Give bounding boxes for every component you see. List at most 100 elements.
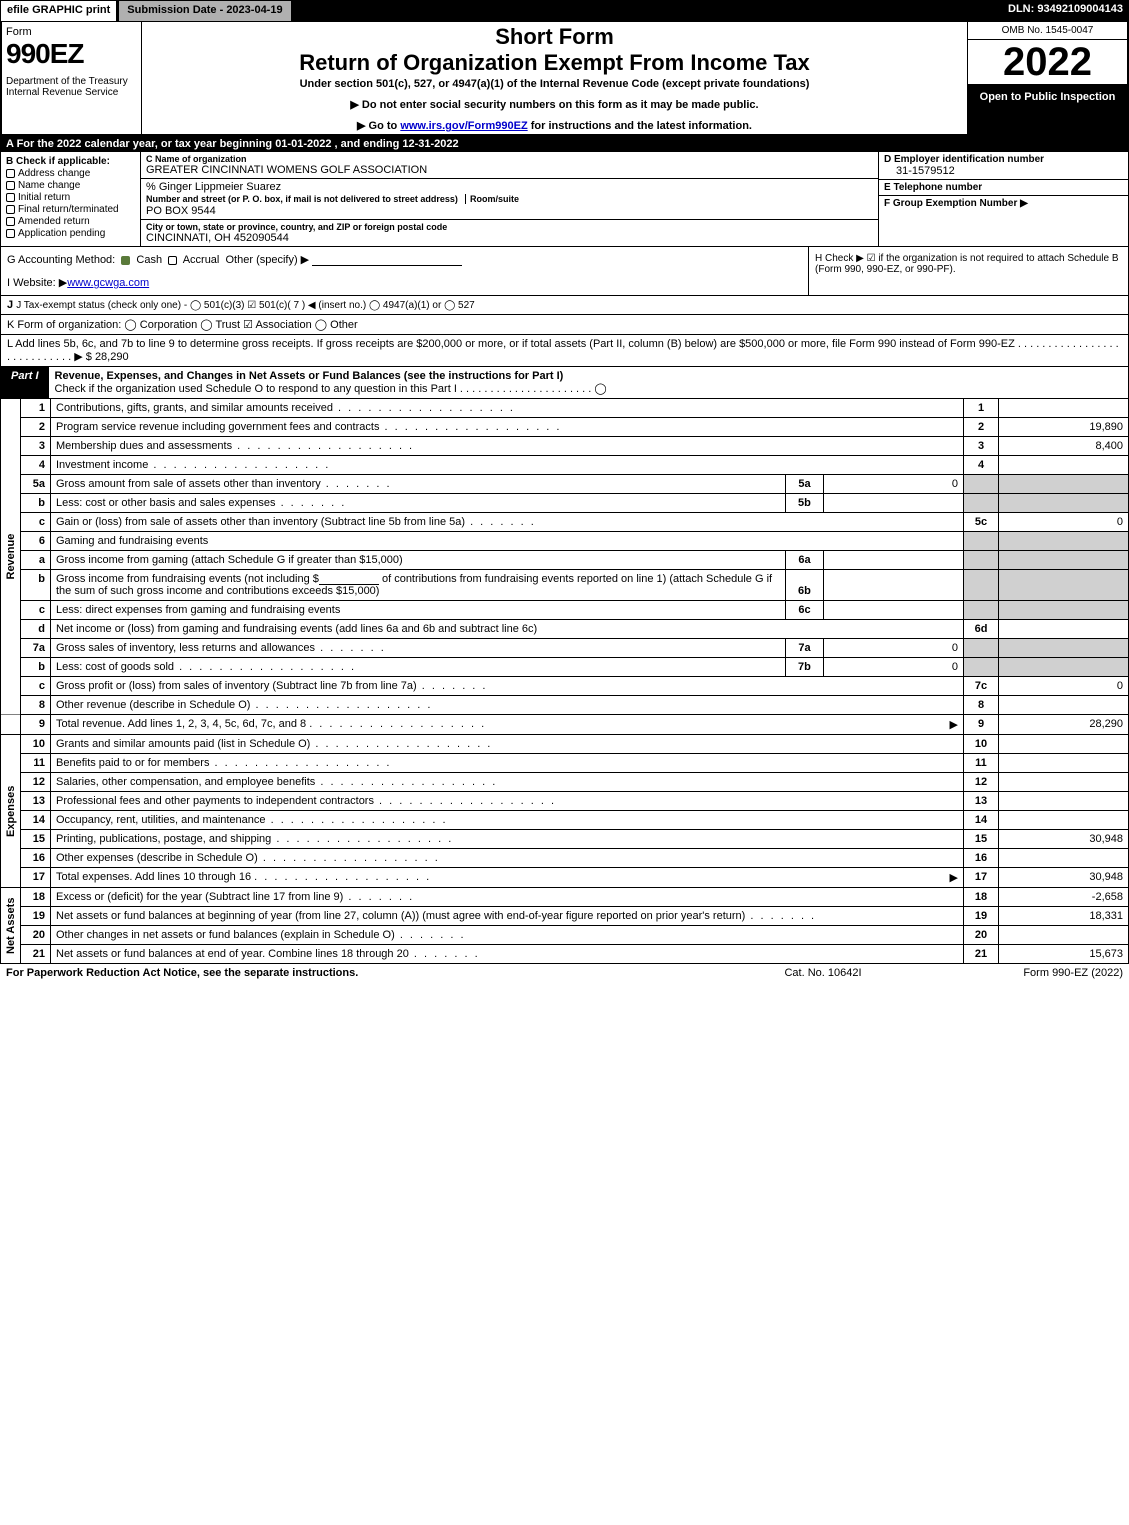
sidebar-revenue: Revenue [1,399,21,715]
row-6a-desc: Gross income from gaming (attach Schedul… [51,551,786,570]
row-5a-val: 0 [823,475,963,494]
line-j-text: J Tax-exempt status (check only one) - ◯… [16,300,475,311]
label-street: Number and street (or P. O. box, if mail… [146,194,458,204]
row-6d-amt [999,620,1129,639]
checkbox-icon[interactable] [6,193,15,202]
website-link[interactable]: www.gcwga.com [67,277,149,289]
opt-final-return[interactable]: Final return/terminated [6,204,135,215]
footer-right: Form 990-EZ (2022) [923,967,1123,979]
note2-pre: ▶ Go to [357,120,400,132]
row-14-amt [999,811,1129,830]
row-16: 16Other expenses (describe in Schedule O… [1,849,1129,868]
note-link: ▶ Go to www.irs.gov/Form990EZ for instru… [148,119,961,132]
irs-link[interactable]: www.irs.gov/Form990EZ [400,120,527,132]
sidebar-netassets: Net Assets [1,888,21,964]
row-5a-desc: Gross amount from sale of assets other t… [51,475,786,494]
checkbox-accrual-icon[interactable] [168,256,177,265]
row-2-desc: Program service revenue including govern… [51,418,964,437]
form-word: Form [6,26,137,38]
line-l: L Add lines 5b, 6c, and 7b to line 9 to … [0,335,1129,367]
footer-center: Cat. No. 10642I [723,967,923,979]
short-form-label: Short Form [148,24,961,50]
part1-tag: Part I [1,367,49,398]
label-group-exemption: F Group Exemption Number ▶ [884,198,1123,209]
box-b: B Check if applicable: Address change Na… [1,152,141,246]
spacer [292,0,1002,22]
row-4-desc: Investment income [51,456,964,475]
row-14: 14Occupancy, rent, utilities, and mainte… [1,811,1129,830]
row-13: 13Professional fees and other payments t… [1,792,1129,811]
label-g: G Accounting Method: [7,254,115,266]
note2-post: for instructions and the latest informat… [528,120,752,132]
row-18: Net Assets 18Excess or (deficit) for the… [1,888,1129,907]
row-13-desc: Professional fees and other payments to … [51,792,964,811]
opt-address-change[interactable]: Address change [6,168,135,179]
info-block: B Check if applicable: Address change Na… [0,152,1129,247]
row-6c-desc: Less: direct expenses from gaming and fu… [51,601,786,620]
row-18-amt: -2,658 [999,888,1129,907]
row-9-desc: Total revenue. Add lines 1, 2, 3, 4, 5c,… [51,715,964,735]
row-6a: a Gross income from gaming (attach Sched… [1,551,1129,570]
arrow-icon: ▶ [950,871,958,884]
checkbox-icon[interactable] [6,181,15,190]
opt-initial-return[interactable]: Initial return [6,192,135,203]
line-g: G Accounting Method: Cash Accrual Other … [1,247,808,295]
box-def: D Employer identification number 31-1579… [878,152,1128,246]
row-1-desc: Contributions, gifts, grants, and simila… [51,399,964,418]
row-7a-val: 0 [823,639,963,658]
row-11-desc: Benefits paid to or for members [51,754,964,773]
part1-subtitle: Check if the organization used Schedule … [55,383,607,395]
row-6d: d Net income or (loss) from gaming and f… [1,620,1129,639]
street: PO BOX 9544 [146,205,873,217]
org-name-row: C Name of organization GREATER CINCINNAT… [141,152,878,179]
tax-year: 2022 [968,40,1127,85]
row-6c: c Less: direct expenses from gaming and … [1,601,1129,620]
box-e: E Telephone number [879,180,1128,196]
efile-label[interactable]: efile GRAPHIC print [0,0,118,22]
row-21-amt: 15,673 [999,945,1129,964]
line-l-amount: 28,290 [95,351,129,363]
city: CINCINNATI, OH 452090544 [146,232,873,244]
row-16-desc: Other expenses (describe in Schedule O) [51,849,964,868]
ein: 31-1579512 [884,165,1123,177]
row-5b-desc: Less: cost or other basis and sales expe… [51,494,786,513]
row-3: 3 Membership dues and assessments 3 8,40… [1,437,1129,456]
row-10-amt [999,735,1129,754]
row-5b-val [823,494,963,513]
row-8-desc: Other revenue (describe in Schedule O) [51,696,964,715]
opt-name-change[interactable]: Name change [6,180,135,191]
checkbox-icon[interactable] [6,169,15,178]
opt-application-pending[interactable]: Application pending [6,228,135,239]
checkbox-cash-icon[interactable] [121,256,130,265]
open-to-public: Open to Public Inspection [968,85,1127,134]
form-number: 990EZ [6,38,137,70]
other-specify-input[interactable] [312,265,462,266]
row-21-desc: Net assets or fund balances at end of ye… [51,945,964,964]
row-6b: b Gross income from fundraising events (… [1,570,1129,601]
label-phone: E Telephone number [884,182,1123,193]
row-7a: 7a Gross sales of inventory, less return… [1,639,1129,658]
row-16-amt [999,849,1129,868]
row-19-desc: Net assets or fund balances at beginning… [51,907,964,926]
line-i: I Website: ▶www.gcwga.com [7,276,802,289]
row-4: 4 Investment income 4 [1,456,1129,475]
row-20-amt [999,926,1129,945]
checkbox-icon[interactable] [6,217,15,226]
row-17-amt: 30,948 [999,868,1129,888]
row-9-amt: 28,290 [999,715,1129,735]
box-b-header: B Check if applicable: [6,156,135,167]
part1-title: Revenue, Expenses, and Changes in Net As… [49,367,1128,398]
row-19: 19Net assets or fund balances at beginni… [1,907,1129,926]
row-13-amt [999,792,1129,811]
checkbox-icon[interactable] [6,205,15,214]
page-footer: For Paperwork Reduction Act Notice, see … [0,964,1129,982]
row-5c-amt: 0 [999,513,1129,532]
row-9: 9 Total revenue. Add lines 1, 2, 3, 4, 5… [1,715,1129,735]
row-6b-desc: Gross income from fundraising events (no… [51,570,786,601]
box-f: F Group Exemption Number ▶ [879,196,1128,246]
row-8-amt [999,696,1129,715]
row-15-amt: 30,948 [999,830,1129,849]
checkbox-icon[interactable] [6,229,15,238]
opt-amended-return[interactable]: Amended return [6,216,135,227]
row-1: Revenue 1 Contributions, gifts, grants, … [1,399,1129,418]
